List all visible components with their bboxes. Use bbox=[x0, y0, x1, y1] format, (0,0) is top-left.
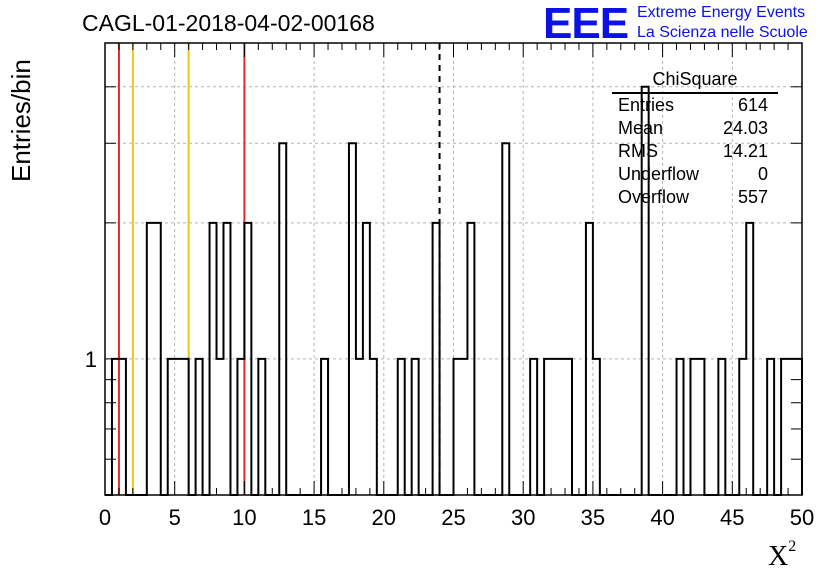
x-tick-label: 40 bbox=[650, 505, 674, 530]
stats-value: 14.21 bbox=[722, 141, 768, 161]
stats-value: 557 bbox=[737, 187, 768, 207]
x-tick-label: 45 bbox=[720, 505, 744, 530]
logo-line-2: La Scienza nelle Scuole bbox=[637, 24, 808, 41]
x-tick-label: 5 bbox=[169, 505, 181, 530]
stats-value: 0 bbox=[757, 164, 768, 184]
stats-row-overflow: Overflow 557 bbox=[612, 186, 778, 209]
x-tick-label: 35 bbox=[581, 505, 605, 530]
logo-line-1: Extreme Energy Events bbox=[637, 4, 806, 21]
stats-value: 614 bbox=[737, 95, 768, 115]
x-tick-label: 0 bbox=[99, 505, 111, 530]
x-axis-label-text: X bbox=[768, 541, 789, 572]
stats-title: ChiSquare bbox=[612, 68, 778, 94]
histogram-step-line bbox=[105, 85, 803, 496]
x-tick-label: 20 bbox=[372, 505, 396, 530]
chart-title: CAGL-01-2018-04-02-00168 bbox=[82, 10, 375, 36]
stats-row-rms: RMS 14.21 bbox=[612, 140, 778, 163]
stats-key: Mean bbox=[618, 118, 664, 138]
logo-mark: EEE bbox=[543, 0, 629, 48]
stats-key: Underflow bbox=[618, 164, 700, 184]
stats-key: Entries bbox=[618, 95, 675, 115]
x-tick-label: 15 bbox=[302, 505, 326, 530]
x-tick-label: 30 bbox=[511, 505, 535, 530]
stats-value: 24.03 bbox=[722, 118, 768, 138]
stats-row-underflow: Underflow 0 bbox=[612, 163, 778, 186]
x-tick-label: 25 bbox=[441, 505, 465, 530]
stats-key: RMS bbox=[618, 141, 658, 161]
stats-box: ChiSquare Entries 614 Mean 24.03 RMS 14.21 … bbox=[612, 68, 778, 209]
stats-row-mean: Mean 24.03 bbox=[612, 117, 778, 140]
x-tick-label: 50 bbox=[790, 505, 814, 530]
x-axis-label-superscript: 2 bbox=[788, 538, 797, 555]
stats-key: Overflow bbox=[618, 187, 690, 207]
stats-row-entries: Entries 614 bbox=[612, 94, 778, 117]
x-axis-label: X2 bbox=[768, 538, 796, 573]
y-tick-label: 1 bbox=[85, 347, 97, 372]
x-tick-label: 10 bbox=[232, 505, 256, 530]
